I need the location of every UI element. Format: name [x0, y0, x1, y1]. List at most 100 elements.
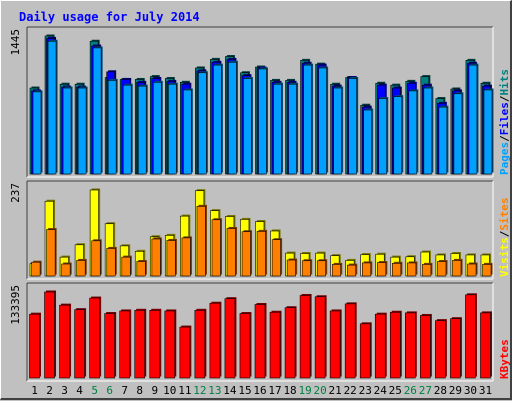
bar-pages-day-16	[258, 68, 267, 175]
bar-kbytes-day-12	[194, 310, 206, 379]
bar-kbytes-day-7	[119, 310, 130, 379]
x-tick-label-7: 7	[121, 384, 128, 397]
legend-item-kbytes: KBytes	[498, 339, 511, 379]
bar-sites-day-7	[121, 256, 131, 277]
bar-pages-day-17	[273, 83, 282, 175]
bar-sites-day-15	[241, 231, 251, 277]
bar-pages-day-7	[122, 84, 132, 175]
bar-sites-day-5	[91, 240, 101, 277]
legend-visits_sites: Visits/Sites	[498, 198, 511, 278]
x-tick-label-27: 27	[419, 384, 432, 397]
bar-kbytes-day-19	[299, 295, 311, 379]
bar-sites-day-10	[166, 240, 176, 277]
bar-kbytes-day-15	[239, 313, 251, 379]
x-tick-label-21: 21	[329, 384, 342, 397]
bar-sites-day-29	[452, 260, 462, 277]
legend-item-files: Files	[498, 102, 511, 135]
x-tick-label-22: 22	[344, 384, 357, 397]
legend-item-hits: Hits	[498, 69, 511, 96]
bar-pages-day-11	[183, 89, 192, 175]
bar-kbytes-day-20	[314, 296, 326, 379]
bar-sites-day-26	[407, 262, 417, 277]
legend-item-pages: Pages	[498, 142, 511, 175]
bar-pages-day-29	[453, 93, 463, 175]
bar-pages-day-31	[483, 89, 493, 175]
x-tick-label-9: 9	[151, 384, 158, 397]
x-tick-label-10: 10	[163, 384, 176, 397]
bar-kbytes-day-24	[374, 313, 386, 379]
bar-pages-day-14	[228, 61, 237, 175]
bar-sites-day-22	[346, 264, 357, 277]
bar-sites-day-19	[301, 260, 311, 277]
bar-sites-day-23	[362, 262, 372, 277]
x-tick-label-25: 25	[389, 384, 402, 397]
bar-pages-day-19	[303, 64, 312, 175]
legend-pages_files_hits: Pages/Files/Hits	[498, 69, 511, 175]
legend-item-sites: Sites	[498, 198, 511, 231]
bar-sites-day-28	[437, 261, 447, 277]
x-tick-label-17: 17	[268, 384, 281, 397]
bar-pages-day-3	[62, 87, 72, 175]
x-tick-label-18: 18	[283, 384, 296, 397]
bar-pages-day-5	[92, 47, 102, 175]
bar-sites-day-9	[151, 238, 161, 277]
bar-kbytes-day-2	[44, 291, 55, 379]
bar-pages-day-2	[47, 40, 57, 175]
bar-pages-day-9	[152, 82, 162, 175]
bar-kbytes-day-30	[465, 294, 476, 379]
bar-kbytes-day-23	[359, 323, 371, 379]
x-tick-label-12: 12	[193, 384, 206, 397]
bar-pages-day-27	[423, 87, 433, 175]
bar-kbytes-day-27	[420, 315, 431, 379]
x-tick-label-4: 4	[76, 384, 83, 397]
bar-sites-day-18	[286, 259, 296, 277]
bar-pages-day-23	[363, 109, 373, 175]
bar-kbytes-day-29	[450, 318, 461, 379]
bar-pages-day-28	[438, 106, 448, 175]
x-tick-label-8: 8	[136, 384, 143, 397]
x-tick-label-14: 14	[223, 384, 237, 397]
bar-pages-day-10	[167, 83, 177, 175]
x-tick-label-6: 6	[106, 384, 113, 397]
bar-sites-day-11	[181, 237, 191, 277]
bar-kbytes-day-4	[74, 309, 85, 379]
bar-pages-day-15	[243, 78, 252, 175]
bar-kbytes-day-9	[149, 310, 161, 379]
bar-kbytes-day-11	[179, 326, 191, 379]
chart-title: Daily usage for July 2014	[19, 10, 200, 24]
legend-separator: /	[498, 135, 511, 142]
bar-kbytes-day-8	[134, 310, 146, 379]
x-tick-label-13: 13	[208, 384, 221, 397]
bar-pages-day-22	[348, 78, 357, 175]
bar-pages-day-25	[393, 96, 403, 175]
bar-sites-day-6	[106, 248, 116, 277]
bar-sites-day-12	[196, 206, 206, 277]
x-tick-label-28: 28	[434, 384, 447, 397]
bar-sites-day-2	[46, 229, 56, 277]
bar-kbytes-day-25	[389, 311, 401, 379]
bar-kbytes-day-13	[209, 302, 221, 379]
legend-kbytes: KBytes	[498, 339, 511, 379]
legend-separator: /	[498, 95, 511, 102]
x-tick-label-30: 30	[464, 384, 477, 397]
x-tick-label-3: 3	[61, 384, 68, 397]
bar-sites-day-8	[136, 261, 146, 277]
bar-pages-day-18	[288, 83, 297, 175]
bar-kbytes-day-3	[59, 304, 70, 379]
bar-sites-day-25	[392, 262, 402, 277]
y-max-label: 237	[9, 183, 22, 203]
bar-kbytes-day-28	[435, 320, 446, 379]
x-tick-label-1: 1	[31, 384, 38, 397]
bar-sites-day-1	[31, 261, 41, 277]
x-tick-label-2: 2	[46, 384, 53, 397]
bar-pages-day-8	[137, 85, 147, 175]
bar-sites-day-16	[256, 231, 266, 277]
bar-kbytes-day-21	[329, 310, 341, 379]
y-max-label: 133395	[9, 285, 22, 325]
bar-kbytes-day-26	[405, 312, 416, 379]
bar-pages-day-20	[318, 67, 327, 175]
y-max-label: 1445	[9, 29, 22, 56]
bar-pages-day-6	[107, 80, 117, 175]
